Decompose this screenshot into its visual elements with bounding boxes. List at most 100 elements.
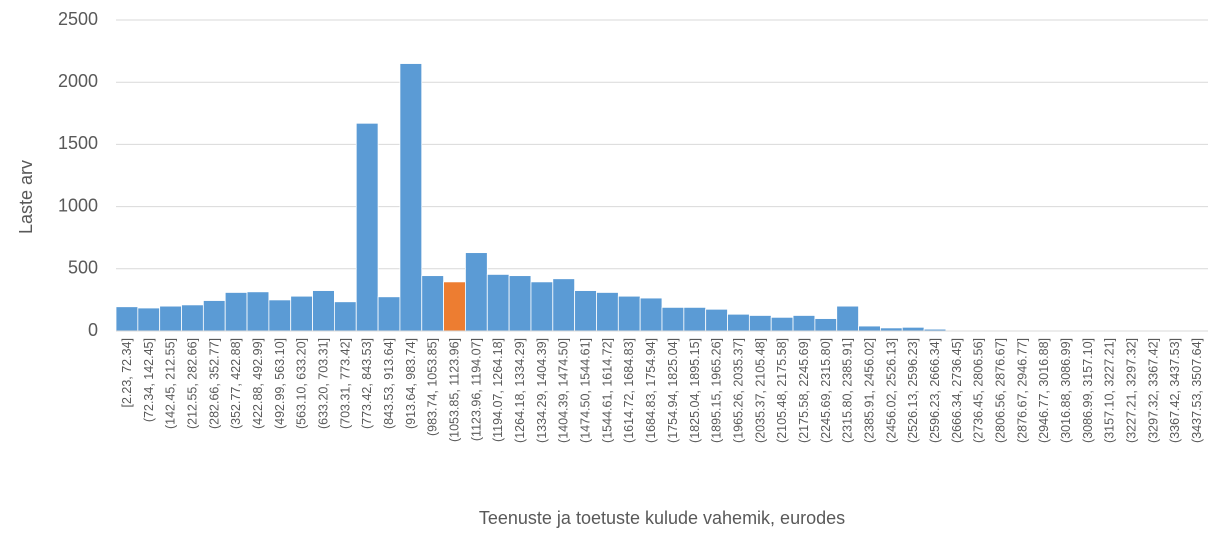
x-tick-labels: [2.23, 72.34] (72.34, 142.45] (142.45, 212…	[120, 338, 1204, 443]
y-tick-label: 1000	[58, 195, 98, 215]
x-tick-label: (422.88, 492.99]	[251, 338, 265, 429]
bar	[269, 300, 291, 331]
bar	[487, 274, 509, 331]
y-axis-title: Laste arv	[16, 160, 36, 234]
bar	[662, 307, 684, 331]
x-tick-label: (2526.13, 2596.23]	[906, 338, 920, 443]
x-tick-label: (1264.18, 1334.29]	[513, 338, 527, 443]
bar-highlighted	[444, 282, 466, 331]
bar	[225, 292, 247, 331]
bar	[203, 301, 225, 331]
bar	[749, 315, 771, 331]
x-tick-label: (3086.99, 3157.10]	[1081, 338, 1095, 443]
x-tick-label: (352.77, 422.88]	[229, 338, 243, 429]
bar	[902, 327, 924, 331]
x-tick-label: (3016.88, 3086.99]	[1059, 338, 1073, 443]
x-axis-title: Teenuste ja toetuste kulude vahemik, eur…	[479, 508, 845, 528]
x-tick-label: (1965.26, 2035.37]	[731, 338, 745, 443]
bar	[837, 306, 859, 331]
x-tick-label: (1053.85, 1123.96]	[448, 338, 462, 442]
bar	[247, 292, 269, 331]
bar	[793, 315, 815, 331]
bar	[618, 296, 640, 331]
x-tick-label: (773.42, 843.53]	[360, 338, 374, 429]
x-tick-label: (3297.32, 3367.42]	[1146, 338, 1160, 443]
bar	[859, 326, 881, 331]
bar	[684, 307, 706, 331]
y-tick-label: 2500	[58, 9, 98, 29]
x-tick-label: (2946.77, 3016.88]	[1037, 338, 1051, 443]
bar	[771, 317, 793, 331]
x-tick-label: (72.34, 142.45]	[142, 338, 156, 422]
x-tick-label: (563.10, 633.20]	[295, 338, 309, 429]
bar	[728, 314, 750, 331]
bar	[706, 309, 728, 331]
x-tick-label: (3367.42, 3437.53]	[1168, 338, 1182, 443]
x-tick-label: (2596.23, 2666.34]	[928, 338, 942, 443]
x-tick-label: (913.64, 983.74]	[404, 338, 418, 429]
x-tick-label: (1404.39, 1474.50]	[557, 338, 571, 443]
bars	[116, 64, 1208, 331]
x-tick-label: (492.99, 563.10]	[273, 338, 287, 429]
x-tick-label: (1684.83, 1754.94]	[644, 338, 658, 443]
bar	[378, 297, 400, 331]
x-tick-label: (282.66, 352.77]	[207, 338, 221, 429]
bar	[596, 292, 618, 331]
bar	[116, 307, 138, 331]
x-tick-label: (983.74, 1053.85]	[426, 338, 440, 436]
y-tick-label: 2000	[58, 71, 98, 91]
x-tick-label: (2806.56, 2876.67]	[994, 338, 1008, 443]
x-tick-label: (1895.15, 1965.26]	[710, 338, 724, 443]
x-tick-label: (3157.10, 3227.21]	[1103, 338, 1117, 443]
x-tick-label: (1754.94, 1825.04]	[666, 338, 680, 443]
x-tick-label: (3227.21, 3297.32]	[1125, 338, 1139, 443]
x-tick-label: (2245.69, 2315.80]	[819, 338, 833, 443]
bar	[509, 276, 531, 331]
gridlines	[116, 20, 1208, 269]
x-tick-label: (2876.67, 2946.77]	[1015, 338, 1029, 443]
bar	[815, 319, 837, 331]
bar	[313, 291, 335, 331]
x-tick-label: (142.45, 212.55]	[164, 338, 178, 429]
bar	[334, 302, 356, 331]
bar	[182, 305, 204, 331]
bar	[138, 308, 160, 331]
x-tick-label: (2315.80, 2385.91]	[841, 338, 855, 443]
x-tick-label: (2456.02, 2526.13]	[884, 338, 898, 443]
x-tick-label: (1194.07, 1264.18]	[491, 338, 505, 442]
bar	[531, 282, 553, 331]
y-tick-labels: 0 500 1000 1500 2000 2500	[58, 9, 98, 340]
x-tick-label: (2736.45, 2806.56]	[972, 338, 986, 443]
bar	[553, 279, 575, 331]
x-tick-label: (2035.37, 2105.48]	[753, 338, 767, 443]
x-tick-label: (2385.91, 2456.02]	[862, 338, 876, 443]
x-tick-label: (1544.61, 1614.72]	[600, 338, 614, 443]
x-tick-label: (633.20, 703.31]	[316, 338, 330, 429]
bar	[356, 123, 378, 331]
y-tick-label: 0	[88, 320, 98, 340]
x-tick-label: (843.53, 913.64]	[382, 338, 396, 429]
x-tick-label: (2666.34, 2736.45]	[950, 338, 964, 443]
x-tick-label: (1825.04, 1895.15]	[688, 338, 702, 443]
bar	[160, 306, 182, 331]
bar	[422, 276, 444, 331]
bar	[291, 296, 313, 331]
x-tick-label: (1123.96, 1194.07]	[469, 338, 483, 441]
x-tick-label: (1474.50, 1544.61]	[579, 338, 593, 443]
bar	[465, 253, 487, 331]
x-tick-label: (2175.58, 2245.69]	[797, 338, 811, 443]
x-tick-label: [2.23, 72.34]	[120, 338, 134, 408]
y-tick-label: 1500	[58, 133, 98, 153]
bar	[400, 64, 422, 331]
bar	[640, 298, 662, 331]
x-tick-label: (1334.29, 1404.39]	[535, 338, 549, 443]
x-tick-label: (2105.48, 2175.58]	[775, 338, 789, 443]
x-tick-label: (1614.72, 1684.83]	[622, 338, 636, 443]
y-tick-label: 500	[68, 258, 98, 278]
x-tick-label: (703.31, 773.42]	[338, 338, 352, 429]
bar	[575, 291, 597, 331]
x-tick-label: (3437.53, 3507.64]	[1190, 338, 1204, 443]
x-tick-label: (212.55, 282.66]	[185, 338, 199, 429]
